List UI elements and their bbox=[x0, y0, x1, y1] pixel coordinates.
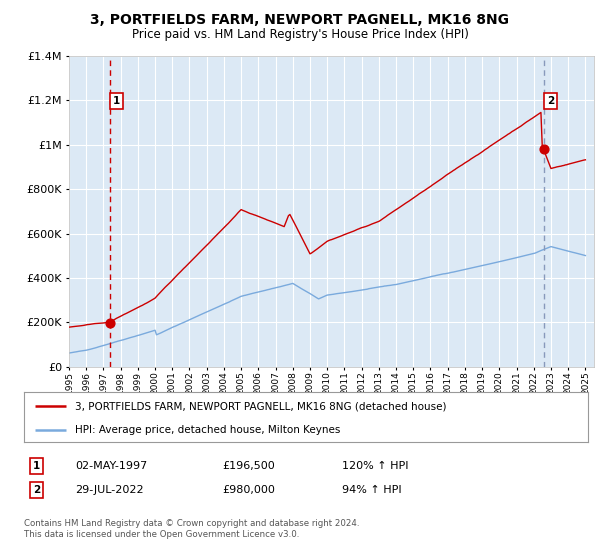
Text: 2: 2 bbox=[547, 96, 554, 106]
Text: Contains HM Land Registry data © Crown copyright and database right 2024.
This d: Contains HM Land Registry data © Crown c… bbox=[24, 520, 359, 539]
Text: Price paid vs. HM Land Registry's House Price Index (HPI): Price paid vs. HM Land Registry's House … bbox=[131, 28, 469, 41]
Point bbox=[105, 319, 115, 328]
Text: 94% ↑ HPI: 94% ↑ HPI bbox=[342, 485, 401, 495]
Text: 1: 1 bbox=[113, 96, 121, 106]
Text: 3, PORTFIELDS FARM, NEWPORT PAGNELL, MK16 8NG: 3, PORTFIELDS FARM, NEWPORT PAGNELL, MK1… bbox=[91, 13, 509, 27]
Text: 29-JUL-2022: 29-JUL-2022 bbox=[75, 485, 143, 495]
Text: 120% ↑ HPI: 120% ↑ HPI bbox=[342, 461, 409, 471]
Point bbox=[539, 145, 548, 154]
Text: 1: 1 bbox=[33, 461, 40, 471]
Text: £196,500: £196,500 bbox=[222, 461, 275, 471]
Text: £980,000: £980,000 bbox=[222, 485, 275, 495]
Text: 02-MAY-1997: 02-MAY-1997 bbox=[75, 461, 147, 471]
Text: 2: 2 bbox=[33, 485, 40, 495]
Text: HPI: Average price, detached house, Milton Keynes: HPI: Average price, detached house, Milt… bbox=[75, 425, 340, 435]
Text: 3, PORTFIELDS FARM, NEWPORT PAGNELL, MK16 8NG (detached house): 3, PORTFIELDS FARM, NEWPORT PAGNELL, MK1… bbox=[75, 401, 446, 411]
